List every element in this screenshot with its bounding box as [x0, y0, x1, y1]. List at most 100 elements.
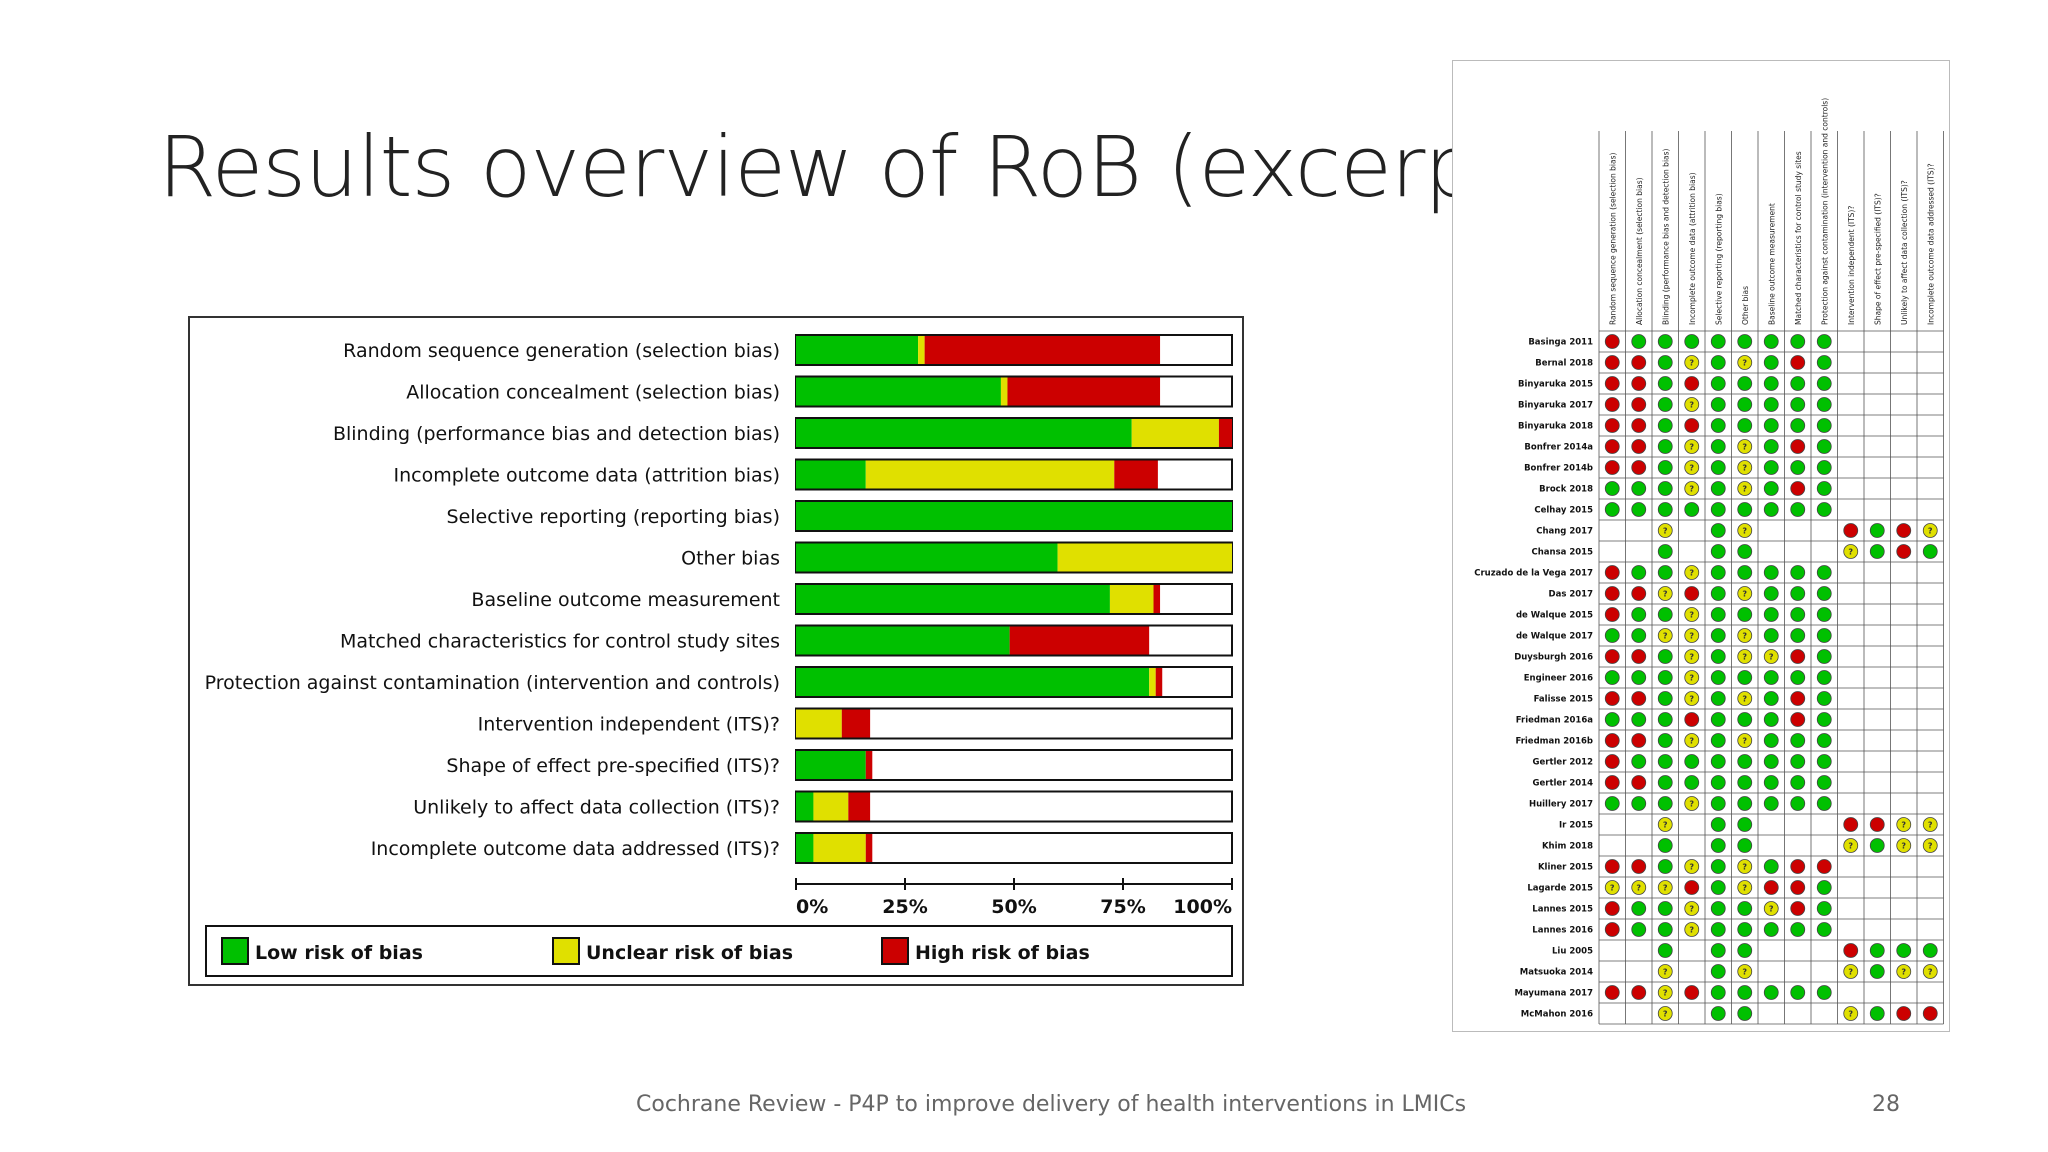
rob-dot-low — [1710, 628, 1726, 643]
rob-dot-unclear — [1657, 1006, 1673, 1021]
rob-dot-unclear — [1684, 796, 1700, 811]
rob-dot-low — [1737, 376, 1753, 391]
rob-dot-low — [1710, 670, 1726, 685]
rob-dot-unclear — [1896, 817, 1912, 832]
rob-dot-high — [1790, 355, 1806, 370]
rob-dot-low — [1816, 418, 1832, 433]
rob-dot-low — [1816, 733, 1832, 748]
rob-dot-low — [1710, 796, 1726, 811]
rob-dot-high — [1604, 376, 1620, 391]
rob-dot-low — [1869, 838, 1885, 853]
rob-dot-low — [1631, 901, 1647, 916]
rob-dot-mark: ? — [1742, 485, 1747, 494]
rob-dot-mark: ? — [1663, 821, 1668, 830]
rob-dot-unclear — [1737, 460, 1753, 475]
rob-dot-high — [1684, 985, 1700, 1000]
bar-segment-low — [796, 792, 814, 821]
rob-dot-low — [1790, 418, 1806, 433]
rob-dot-low — [1657, 607, 1673, 622]
rob-dot-high — [1843, 817, 1859, 832]
rob-dot-low — [1657, 691, 1673, 706]
study-label: Friedman 2016b — [1515, 737, 1593, 747]
rob-dot-high — [1843, 523, 1859, 538]
rob-dot-low — [1604, 796, 1620, 811]
rob-dot-low — [1657, 460, 1673, 475]
study-label: Ir 2015 — [1559, 821, 1593, 831]
rob-dot-low — [1710, 418, 1726, 433]
rob-dot-mark: ? — [1689, 905, 1694, 914]
rob-dot-low — [1763, 355, 1779, 370]
rob-dot-unclear — [1657, 964, 1673, 979]
rob-dot-unclear — [1737, 964, 1753, 979]
rob-dot-unclear — [1763, 901, 1779, 916]
rob-dot-mark: ? — [1769, 653, 1774, 662]
rob-dot-unclear — [1737, 628, 1753, 643]
rob-dot-low — [1710, 733, 1726, 748]
rob-dot-mark: ? — [1689, 737, 1694, 746]
rob-dot-mark: ? — [1848, 548, 1853, 557]
page-number: 28 — [1872, 1092, 1900, 1117]
bar-segment-low — [796, 377, 1001, 406]
rob-dot-high — [1790, 880, 1806, 895]
study-label: Binyaruka 2015 — [1518, 380, 1593, 390]
rob-dot-low — [1604, 481, 1620, 496]
bar-segment-unclear — [813, 792, 849, 821]
rob-dot-low — [1763, 565, 1779, 580]
category-label: Incomplete outcome data (attrition bias) — [394, 465, 780, 487]
bar-segment-unclear — [1149, 668, 1156, 696]
column-header: Shape of effect pre-specified (ITS)? — [1873, 193, 1882, 325]
rob-dot-mark: ? — [1742, 527, 1747, 536]
rob-dot-unclear — [1843, 544, 1859, 559]
bar-segment-unclear — [813, 834, 866, 862]
rob-dot-unclear — [1631, 880, 1647, 895]
rob-dot-high — [1631, 985, 1647, 1000]
category-label: Matched characteristics for control stud… — [340, 631, 780, 653]
category-label: Protection against contamination (interv… — [205, 672, 780, 694]
risk-of-bias-summary-svg: Random sequence generation (selection bi… — [1474, 98, 1944, 1025]
study-label: Chang 2017 — [1536, 527, 1593, 537]
rob-dot-mark: ? — [1742, 464, 1747, 473]
legend-label: Low risk of bias — [255, 942, 423, 964]
rob-dot-low — [1657, 670, 1673, 685]
rob-dot-low — [1710, 922, 1726, 937]
bar-segment-high — [865, 834, 873, 862]
rob-dot-mark: ? — [1689, 926, 1694, 935]
column-header: Allocation concealment (selection bias) — [1635, 177, 1644, 325]
rob-dot-high — [1843, 943, 1859, 958]
rob-dot-low — [1816, 775, 1832, 790]
rob-dot-low — [1763, 775, 1779, 790]
rob-dot-mark: ? — [1663, 968, 1668, 977]
rob-dot-unclear — [1763, 649, 1779, 664]
rob-dot-low — [1631, 481, 1647, 496]
rob-dot-low — [1710, 691, 1726, 706]
column-header: Random sequence generation (selection bi… — [1608, 152, 1617, 325]
rob-dot-mark: ? — [1742, 737, 1747, 746]
rob-dot-unclear — [1737, 586, 1753, 601]
study-label: Bonfrer 2014a — [1524, 443, 1593, 453]
rob-dot-high — [1604, 397, 1620, 412]
rob-dot-low — [1710, 502, 1726, 517]
rob-dot-mark: ? — [1663, 590, 1668, 599]
rob-dot-mark: ? — [1742, 443, 1747, 452]
rob-dot-mark: ? — [1742, 632, 1747, 641]
rob-dot-low — [1737, 670, 1753, 685]
rob-dot-high — [1684, 880, 1700, 895]
rob-dot-low — [1710, 901, 1726, 916]
rob-dot-low — [1657, 712, 1673, 727]
rob-dot-low — [1710, 649, 1726, 664]
rob-dot-low — [1869, 964, 1885, 979]
rob-dot-low — [1710, 943, 1726, 958]
rob-dot-high — [1604, 460, 1620, 475]
study-label: Matsuoka 2014 — [1520, 968, 1593, 978]
rob-dot-mark: ? — [1742, 653, 1747, 662]
rob-dot-low — [1816, 439, 1832, 454]
rob-dot-low — [1710, 355, 1726, 370]
study-label: Celhay 2015 — [1534, 506, 1593, 516]
rob-dot-mark: ? — [1689, 800, 1694, 809]
rob-dot-high — [1631, 733, 1647, 748]
rob-dot-high — [1604, 586, 1620, 601]
rob-dot-mark: ? — [1742, 884, 1747, 893]
slide-title: Results overview of RoB (excerpt) — [158, 118, 1541, 216]
rob-dot-high — [1604, 334, 1620, 349]
study-label: Cruzado de la Vega 2017 — [1474, 569, 1593, 579]
